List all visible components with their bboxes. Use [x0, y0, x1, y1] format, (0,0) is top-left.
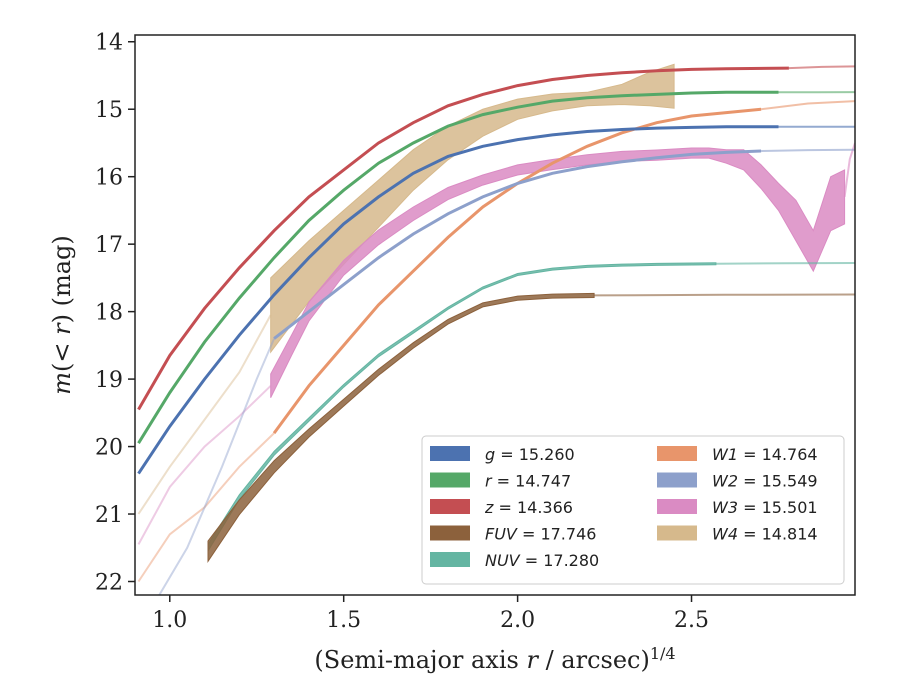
series-z-extrap-outer: [788, 65, 855, 70]
series-fuv: [207, 292, 855, 563]
legend-label-nuv: NUV = 17.280: [485, 551, 599, 570]
series-w2: [158, 148, 855, 595]
series-w3-extrap-inner: [137, 385, 272, 545]
series-w4-band: [270, 63, 675, 354]
y-tick-label: 18: [95, 301, 123, 326]
y-tick-label: 19: [95, 368, 123, 393]
series-r-line: [137, 90, 779, 444]
y-axis: 14 15 16 17 18 19 20 21 22: [95, 31, 135, 596]
x-tick-label: 2.5: [674, 608, 709, 633]
legend-label-w4: W4 = 14.814: [712, 525, 818, 544]
y-tick-label: 17: [95, 233, 123, 258]
x-tick-label: 1.5: [326, 608, 361, 633]
legend-swatch-w4: [657, 525, 697, 541]
legend-label-g: g = 15.260: [485, 445, 575, 464]
legend-label-w1: W1 = 14.764: [712, 445, 818, 464]
series-r: [137, 90, 855, 444]
legend: g = 15.260 r = 14.747 z = 14.366 FUV = 17.7…: [421, 435, 845, 585]
series-w2-extrap-outer: [761, 148, 855, 152]
series-z: [137, 65, 855, 411]
y-tick-label: 15: [95, 98, 123, 123]
legend-swatch-w1: [657, 446, 697, 461]
series-w3-extrap-outer: [843, 142, 855, 198]
series-nuv-band: [207, 262, 717, 553]
legend-swatch-z: [430, 499, 470, 514]
legend-label-z: z = 14.366: [484, 498, 573, 517]
series-nuv-extrap-outer: [715, 262, 855, 265]
plot-area: [137, 63, 855, 595]
legend-label-w2: W2 = 15.549: [712, 472, 818, 491]
y-tick-label: 14: [95, 31, 123, 56]
series-w1-extrap-outer: [760, 100, 855, 111]
legend-swatch-nuv: [430, 552, 470, 567]
series-w4: [137, 63, 675, 515]
series-g: [137, 125, 855, 475]
legend-label-w3: W3 = 15.501: [712, 498, 818, 517]
x-axis-label: (Semi-major axis r / arcsec)1/4: [314, 644, 675, 675]
legend-swatch-r: [430, 472, 470, 488]
legend-swatch-fuv: [430, 525, 470, 541]
legend-swatch-g: [430, 446, 470, 461]
series-z-line: [137, 66, 789, 411]
legend-swatch-w3: [657, 499, 697, 514]
x-axis: 1.0 1.5 2.0 2.5: [152, 595, 709, 633]
series-fuv-band: [207, 292, 595, 563]
y-axis-label: m(< r) (mag): [48, 235, 76, 395]
y-tick-label: 20: [95, 436, 123, 461]
x-tick-label: 1.0: [152, 608, 187, 633]
y-tick-label: 16: [95, 166, 123, 191]
series-w1-extrap-inner: [137, 432, 275, 583]
series-g-line: [137, 125, 779, 475]
y-tick-label: 22: [95, 571, 123, 596]
legend-swatch-w2: [657, 472, 697, 488]
legend-label-r: r = 14.747: [485, 472, 571, 491]
x-tick-label: 2.0: [500, 608, 535, 633]
y-tick-label: 21: [95, 503, 123, 528]
series-fuv-extrap-outer: [594, 293, 855, 297]
series-w2-extrap-inner: [158, 338, 276, 595]
series-w2-line: [273, 149, 762, 340]
series-nuv: [207, 262, 855, 553]
series-w3: [137, 142, 855, 545]
series-w3-band: [270, 147, 846, 398]
plot-frame: [134, 34, 856, 596]
legend-label-fuv: FUV = 17.746: [485, 525, 596, 544]
legend-box: [421, 435, 845, 585]
series-w4-extrap-inner: [137, 314, 272, 515]
